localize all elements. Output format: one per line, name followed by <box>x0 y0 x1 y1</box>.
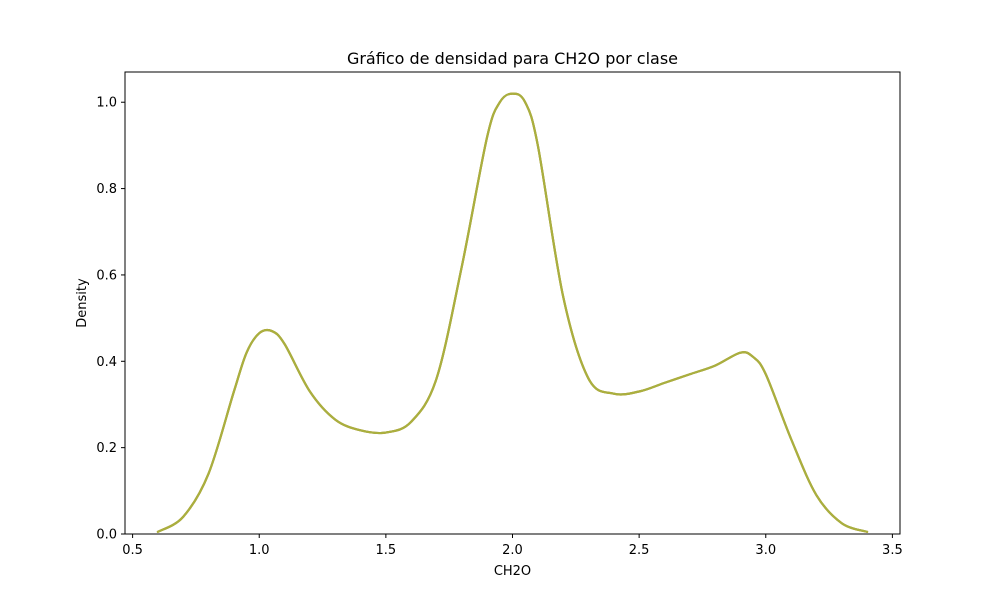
density-line <box>156 92 869 533</box>
y-tick-label: 1.0 <box>96 96 117 111</box>
density-line <box>156 92 869 533</box>
x-tick-label: 1.5 <box>376 543 397 558</box>
density-line <box>157 92 868 533</box>
y-tick-label: 0.2 <box>96 441 117 456</box>
x-tick-label: 0.5 <box>122 543 143 558</box>
x-tick-label: 2.5 <box>629 543 650 558</box>
x-tick-label: 3.0 <box>755 543 776 558</box>
x-tick-label: 3.5 <box>882 543 903 558</box>
x-tick-label: 1.0 <box>249 543 270 558</box>
y-tick-label: 0.8 <box>96 182 117 197</box>
plot-frame <box>124 71 901 535</box>
y-axis-label: Density <box>75 278 90 328</box>
x-axis-label: CH2O <box>494 564 531 579</box>
y-tick-label: 0.6 <box>96 268 117 283</box>
chart-title: Gráfico de densidad para CH2O por clase <box>347 49 678 68</box>
y-tick-label: 0.4 <box>96 355 117 370</box>
x-tick-label: 2.0 <box>502 543 523 558</box>
y-tick-label: 0.0 <box>96 528 117 543</box>
